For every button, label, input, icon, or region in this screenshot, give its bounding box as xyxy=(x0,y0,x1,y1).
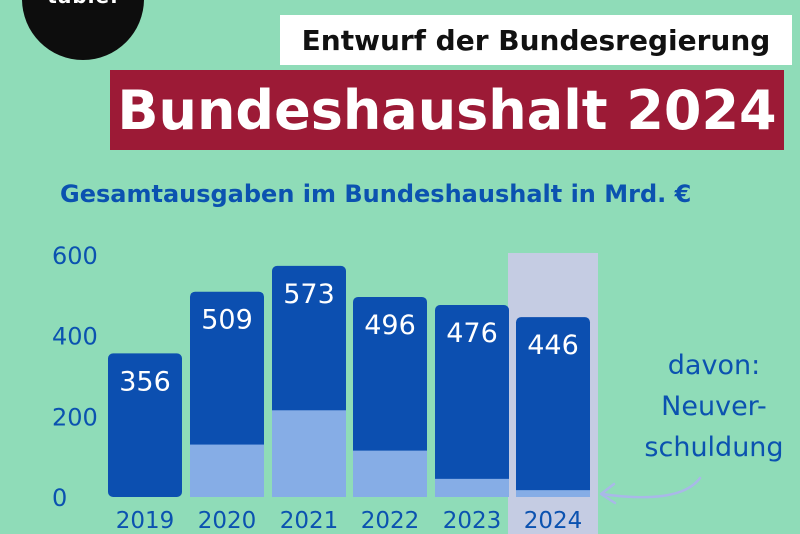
x-tick-label: 2020 xyxy=(198,508,257,534)
x-tick-label: 2024 xyxy=(524,508,583,534)
data-label: 509 xyxy=(201,305,253,336)
data-label: 496 xyxy=(364,310,416,341)
bar-new-debt xyxy=(272,410,346,497)
data-label: 446 xyxy=(527,330,579,361)
annotation-line-1: davon: xyxy=(667,350,761,381)
annotation-arrow-head xyxy=(599,482,617,505)
y-tick-label: 200 xyxy=(52,403,98,431)
bar-total xyxy=(435,305,509,497)
y-tick-label: 0 xyxy=(52,484,67,512)
annotation-arrow-line xyxy=(600,476,702,499)
bar-total xyxy=(108,353,182,497)
page-title: Bundeshaushalt 2024 xyxy=(117,78,777,142)
bar-new-debt xyxy=(435,478,509,497)
bar-new-debt xyxy=(190,444,264,497)
supertitle-banner: Entwurf der Bundesregierung xyxy=(280,15,792,65)
y-tick-label: 600 xyxy=(52,242,98,270)
bar-new-debt xyxy=(353,450,427,497)
bar-total xyxy=(516,317,590,497)
data-label: 356 xyxy=(119,366,171,397)
x-tick-label: 2019 xyxy=(116,508,175,534)
x-tick-label: 2023 xyxy=(443,508,502,534)
data-label: 476 xyxy=(446,318,498,349)
bar-new-debt xyxy=(516,490,590,497)
logo-text: table. xyxy=(22,0,144,8)
x-tick-label: 2021 xyxy=(280,508,339,534)
annotation-line-3: schuldung xyxy=(644,432,784,463)
new-debt-annotation: davon: Neuver- schuldung xyxy=(628,345,800,468)
x-tick-label: 2022 xyxy=(361,508,420,534)
title-banner: Bundeshaushalt 2024 xyxy=(110,70,784,150)
supertitle: Entwurf der Bundesregierung xyxy=(301,23,771,57)
chart-title: Gesamtausgaben im Bundeshaushalt in Mrd.… xyxy=(60,180,692,208)
y-tick-label: 400 xyxy=(52,323,98,351)
annotation-line-2: Neuver- xyxy=(661,391,767,422)
data-label: 573 xyxy=(283,279,335,310)
bar-total xyxy=(353,296,427,497)
